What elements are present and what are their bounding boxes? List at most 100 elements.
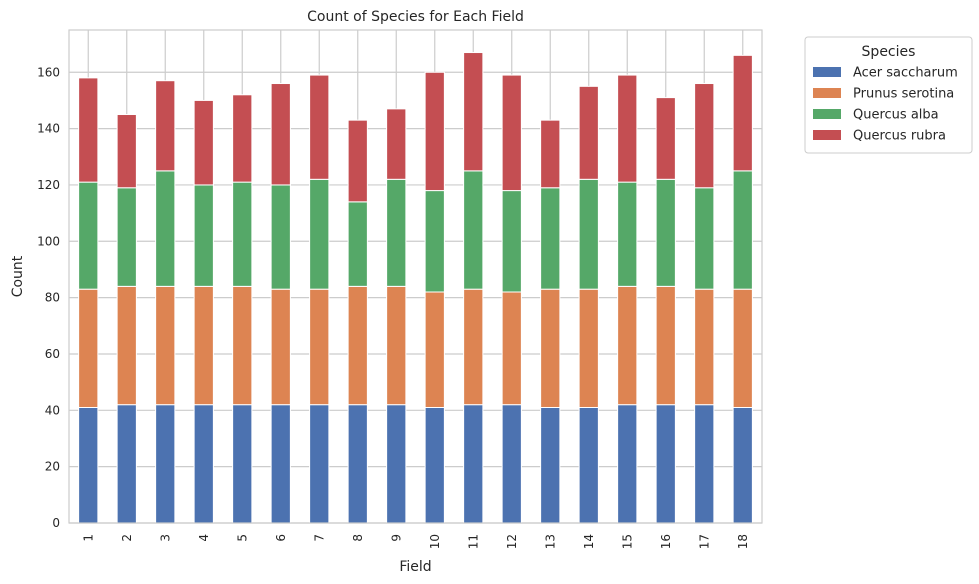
bar-segment xyxy=(424,291,445,408)
bar-segment xyxy=(694,288,715,406)
x-tick-labels: 1 2 3 4 5 6 7 8 9 10 11 12 13 14 15 16 17 18 xyxy=(81,534,750,549)
bar-segment xyxy=(386,178,407,287)
bar-segment xyxy=(347,119,368,203)
x-tick-label: 14 xyxy=(582,534,596,549)
bar-segment xyxy=(501,291,522,406)
bar-segment xyxy=(155,404,176,524)
bar-segment xyxy=(501,404,522,524)
x-tick-label: 2 xyxy=(120,534,134,542)
legend-swatch xyxy=(813,109,841,119)
x-tick-label: 18 xyxy=(736,534,750,549)
bar-segment xyxy=(463,404,484,524)
chart-title: Count of Species for Each Field xyxy=(307,9,524,25)
x-tick-label: 8 xyxy=(351,534,365,542)
bar-segment xyxy=(155,170,176,287)
y-axis-label: Count xyxy=(10,255,26,297)
x-tick-label: 12 xyxy=(505,534,519,549)
bar-segment xyxy=(617,404,638,524)
bar-segment xyxy=(655,97,676,180)
legend-title: Species xyxy=(862,44,916,60)
bar-segment xyxy=(463,170,484,290)
bar-segment xyxy=(116,187,137,287)
bar-segment xyxy=(463,52,484,172)
y-tick-label: 0 xyxy=(52,516,60,530)
bar-segment xyxy=(424,190,445,293)
bar-segment xyxy=(732,170,753,290)
bar-segment xyxy=(540,187,561,290)
x-tick-label: 3 xyxy=(158,534,172,542)
bar-segment xyxy=(347,404,368,524)
y-tick-label: 120 xyxy=(37,178,60,192)
x-tick-label: 10 xyxy=(428,534,442,549)
bar-segment xyxy=(232,404,253,524)
bar-segment xyxy=(155,285,176,406)
y-tick-label: 160 xyxy=(37,65,60,79)
bar-segment xyxy=(424,71,445,192)
bar-segment xyxy=(155,80,176,172)
bar-segment xyxy=(655,285,676,406)
bar-segment xyxy=(655,404,676,524)
plot-frame xyxy=(68,29,763,524)
bar-segment xyxy=(309,74,330,180)
x-tick-label: 1 xyxy=(81,534,95,542)
bar-segment xyxy=(270,83,291,186)
bar-segment xyxy=(694,187,715,290)
bar-segment xyxy=(309,178,330,290)
bar-segment xyxy=(617,285,638,406)
y-tick-label: 40 xyxy=(45,403,60,417)
legend-swatch xyxy=(813,88,841,98)
bar-segment xyxy=(578,85,599,180)
y-tick-label: 20 xyxy=(45,460,60,474)
bar-segment xyxy=(78,406,99,524)
bar-segment xyxy=(193,184,214,287)
bar-segment xyxy=(386,285,407,406)
bar-segment xyxy=(270,288,291,406)
bar-segment xyxy=(78,181,99,290)
bar-segment xyxy=(116,404,137,524)
legend-swatch xyxy=(813,130,841,140)
bar-segment xyxy=(347,201,368,287)
bar-segment xyxy=(540,119,561,189)
legend-label: Acer saccharum xyxy=(853,66,958,81)
bar-segment xyxy=(655,178,676,287)
x-tick-label: 11 xyxy=(466,534,480,549)
bar-segment xyxy=(501,74,522,192)
x-tick-label: 15 xyxy=(620,534,634,549)
bar-segment xyxy=(732,288,753,408)
x-tick-label: 4 xyxy=(197,534,211,542)
legend-label: Quercus rubra xyxy=(853,129,946,144)
y-tick-label: 100 xyxy=(37,234,60,248)
bar-segment xyxy=(309,404,330,524)
legend-items: Acer saccharum Prunus serotina Quercus alb… xyxy=(813,66,958,144)
bar-segment xyxy=(347,285,368,406)
bar-segment xyxy=(694,404,715,524)
x-tick-label: 16 xyxy=(659,534,673,549)
bar-segment xyxy=(732,406,753,524)
x-tick-label: 9 xyxy=(389,534,403,542)
bar-segment xyxy=(232,181,253,287)
bar-segment xyxy=(193,285,214,406)
bar-segment xyxy=(617,74,638,183)
bar-segment xyxy=(232,94,253,183)
x-tick-label: 17 xyxy=(697,534,711,549)
bar-segment xyxy=(270,184,291,290)
bar-segment xyxy=(270,404,291,524)
bar-segment xyxy=(424,406,445,524)
legend: Species Acer saccharum Prunus serotina Que… xyxy=(804,36,973,154)
bar-segment xyxy=(578,288,599,408)
bar-segment xyxy=(578,406,599,524)
bar-segment xyxy=(116,114,137,189)
y-tick-label: 140 xyxy=(37,122,60,136)
y-tick-labels: 0 20 40 60 80 100 120 140 160 xyxy=(37,65,60,530)
y-tick-label: 80 xyxy=(45,291,60,305)
x-tick-label: 6 xyxy=(274,534,288,542)
bars xyxy=(78,52,753,524)
bar-segment xyxy=(540,288,561,408)
legend-label: Prunus serotina xyxy=(853,87,954,102)
bar-segment xyxy=(540,406,561,524)
legend-frame xyxy=(804,36,973,154)
x-axis-label: Field xyxy=(399,559,431,575)
bar-segment xyxy=(78,288,99,408)
bar-segment xyxy=(193,404,214,524)
